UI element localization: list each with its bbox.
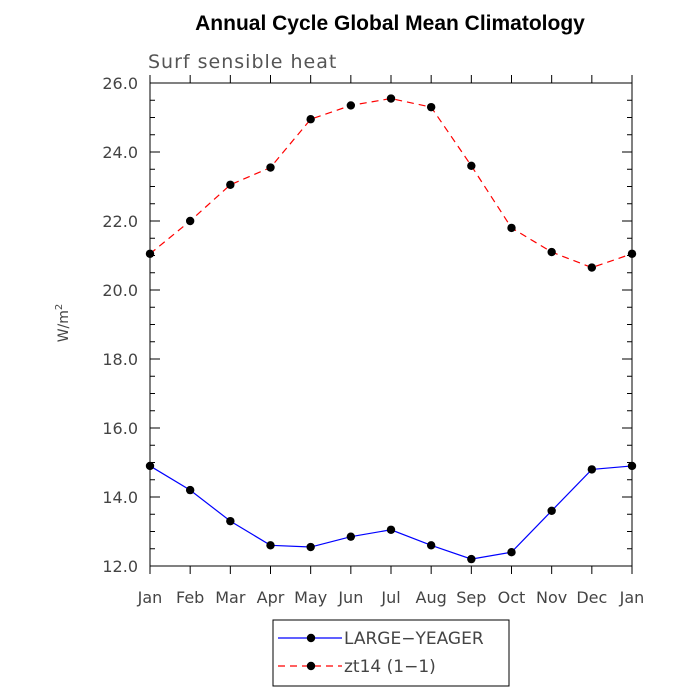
data-point [386,525,396,534]
data-point [386,94,396,103]
axes [149,75,633,574]
x-tick-label: Feb [176,588,204,607]
data-point [185,216,195,226]
series-line-1 [149,97,633,269]
plot-frame [149,82,633,567]
data-point [306,542,315,552]
legend-items: LARGE−YEAGER zt14 (1−1) [278,629,484,677]
data-point [346,101,356,110]
data-point [507,223,516,233]
data-point [426,102,436,112]
y-axis-label-superscript: 2 [54,304,65,310]
data-point [306,115,315,124]
x-tick-label: Dec [576,588,607,607]
data-point [627,249,637,258]
data-point [507,548,516,557]
legend-marker-0 [306,633,316,643]
data-point [266,541,275,550]
x-tick-label: Jan [619,588,645,607]
legend-label-1: zt14 (1−1) [344,657,436,677]
legend: LARGE−YEAGER zt14 (1−1) [272,619,510,687]
data-point [226,516,235,526]
y-tick-label: 20.0 [102,281,138,300]
x-tick-label: Apr [257,588,285,607]
y-axis-label: W/m2 [54,304,72,343]
x-tick-label: Sep [456,588,486,607]
data-point [467,554,476,564]
series-line-0 [149,465,633,560]
x-tick-label: Jul [380,588,400,607]
y-tick-label: 16.0 [102,419,138,438]
data-point [185,485,195,495]
data-point [266,163,275,172]
y-tick-label: 24.0 [102,143,138,162]
y-axis-label-text: W/m [56,310,72,342]
data-point [346,532,356,541]
y-tick-label: 22.0 [102,212,138,231]
data-point [226,180,235,189]
y-tick-label: 26.0 [102,74,138,93]
y-tick-labels: 12.0 14.0 16.0 18.0 20.0 22.0 24.0 26.0 [102,74,138,576]
chart-subtitle: Surf sensible heat [148,51,337,73]
x-tick-label: Jun [337,588,363,607]
data-point [627,461,637,471]
data-point [145,249,155,258]
x-tick-label: May [294,588,327,607]
y-tick-label: 14.0 [102,488,138,507]
legend-marker-1 [306,661,316,671]
data-point [547,506,556,515]
legend-label-0: LARGE−YEAGER [344,629,484,649]
series-layer [145,94,637,564]
chart-title: Annual Cycle Global Mean Climatology [195,12,585,35]
data-point [547,247,556,257]
data-point [467,161,476,170]
y-tick-label: 12.0 [102,557,138,576]
x-tick-label: Aug [416,588,447,607]
data-point [587,465,597,474]
y-tick-label: 18.0 [102,350,138,369]
x-tick-label: Jan [137,588,163,607]
data-point [145,461,155,471]
x-tick-label: Nov [536,588,567,607]
data-point [426,541,436,550]
x-tick-label: Oct [498,588,526,607]
x-tick-labels: Jan Feb Mar Apr May Jun Jul Aug Sep Oct Nov Dec Jan [137,588,645,607]
legend-box [272,619,510,687]
data-point [587,263,597,272]
x-tick-label: Mar [215,588,246,607]
